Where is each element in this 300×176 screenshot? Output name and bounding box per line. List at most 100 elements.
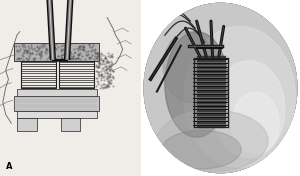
Point: [104, 71, 109, 73]
Point: [104, 85, 109, 88]
Point: [40, 43, 45, 46]
Point: [61, 57, 66, 59]
Ellipse shape: [232, 92, 279, 154]
Point: [103, 76, 108, 79]
Point: [51, 45, 56, 48]
Point: [49, 45, 54, 48]
Point: [105, 61, 110, 64]
Point: [26, 45, 30, 48]
Point: [40, 45, 45, 48]
Point: [77, 48, 82, 50]
Point: [46, 56, 51, 59]
Point: [107, 74, 112, 77]
Point: [81, 49, 86, 52]
Point: [94, 52, 99, 55]
Point: [100, 73, 104, 76]
Point: [50, 52, 55, 55]
Point: [99, 73, 103, 76]
Point: [58, 48, 63, 51]
Point: [96, 71, 101, 74]
Point: [103, 62, 108, 65]
Point: [104, 84, 109, 86]
Point: [35, 48, 40, 51]
Point: [73, 51, 77, 54]
Point: [28, 53, 32, 56]
Point: [107, 69, 112, 72]
Point: [80, 55, 85, 58]
Text: A: A: [6, 162, 12, 171]
Point: [100, 58, 105, 61]
Point: [56, 55, 61, 57]
Point: [60, 49, 65, 52]
Point: [110, 52, 114, 55]
Point: [51, 53, 56, 55]
Point: [79, 48, 84, 51]
Point: [99, 52, 103, 55]
Point: [109, 63, 114, 66]
Point: [21, 59, 26, 61]
Point: [94, 85, 99, 88]
Bar: [197, 56, 225, 127]
Point: [15, 49, 20, 52]
Point: [24, 57, 28, 60]
Point: [49, 43, 54, 46]
Point: [80, 45, 85, 48]
Point: [74, 56, 79, 59]
Point: [70, 55, 75, 58]
Point: [98, 86, 103, 89]
Point: [20, 53, 25, 56]
Point: [99, 78, 103, 81]
Point: [76, 56, 80, 59]
Point: [108, 78, 112, 81]
Point: [44, 47, 49, 50]
Point: [99, 58, 103, 61]
Point: [70, 56, 75, 59]
Point: [86, 56, 91, 59]
Ellipse shape: [163, 32, 214, 102]
Point: [72, 51, 76, 54]
Point: [62, 45, 67, 48]
Point: [97, 59, 101, 62]
Point: [99, 70, 103, 73]
Point: [31, 58, 35, 61]
Point: [100, 66, 105, 69]
Circle shape: [143, 3, 298, 173]
Point: [101, 68, 106, 71]
Point: [108, 54, 113, 57]
Point: [25, 50, 30, 53]
Point: [102, 72, 107, 75]
Point: [96, 61, 101, 64]
Text: B: B: [149, 162, 155, 171]
Point: [61, 44, 66, 46]
Point: [109, 69, 114, 72]
Point: [104, 58, 109, 61]
Point: [90, 48, 94, 51]
Point: [96, 53, 101, 56]
Ellipse shape: [157, 110, 268, 172]
Point: [110, 69, 115, 72]
Point: [99, 72, 103, 75]
Point: [101, 63, 106, 66]
Bar: [17, 89, 97, 96]
Point: [109, 64, 113, 67]
Point: [42, 51, 47, 54]
Point: [81, 48, 86, 50]
Point: [90, 46, 94, 48]
Point: [94, 76, 98, 79]
Point: [101, 86, 106, 89]
Point: [98, 63, 102, 66]
Point: [107, 80, 112, 83]
Point: [77, 46, 82, 49]
Point: [60, 57, 64, 60]
Point: [96, 70, 100, 73]
Point: [103, 85, 108, 88]
Point: [106, 76, 111, 78]
Point: [104, 60, 109, 63]
Point: [102, 75, 107, 77]
Point: [83, 53, 88, 56]
Point: [25, 49, 29, 52]
Point: [67, 51, 72, 53]
Point: [95, 52, 100, 55]
Point: [35, 46, 40, 48]
Point: [99, 74, 103, 77]
